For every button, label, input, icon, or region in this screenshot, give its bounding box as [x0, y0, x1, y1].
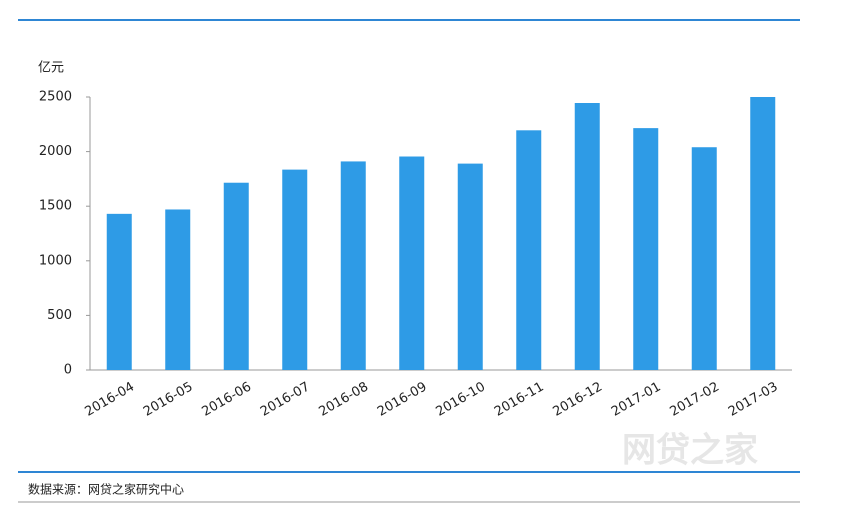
x-tick-label: 2017-02: [667, 380, 722, 420]
x-tick-label: 2016-08: [316, 380, 371, 420]
bar: [633, 128, 659, 370]
bar: [750, 97, 776, 370]
y-tick-label: 1500: [39, 199, 72, 214]
bar: [223, 182, 249, 370]
source: 数据来源：网贷之家研究中心: [28, 482, 184, 497]
x-tick-label: 2016-10: [433, 380, 488, 420]
y-tick-label: 2500: [39, 90, 72, 105]
y-tick-label: 0: [64, 363, 72, 378]
bar: [574, 103, 600, 371]
bar: [691, 147, 717, 370]
x-tick-label: 2016-05: [141, 380, 196, 420]
bar: [106, 213, 132, 370]
bar: [282, 169, 308, 370]
bar: [340, 161, 366, 370]
bar: [165, 209, 191, 370]
x-tick-label: 2016-07: [258, 380, 313, 420]
bar: [457, 163, 483, 370]
x-tick-label: 2017-01: [609, 380, 664, 420]
bar: [516, 130, 542, 370]
x-tick-label: 2016-12: [550, 380, 605, 420]
watermark: 网贷之家: [622, 431, 758, 471]
x-tick-label: 2016-11: [492, 380, 547, 420]
x-tick-label: 2017-03: [726, 380, 781, 420]
y-tick-label: 500: [47, 308, 72, 323]
x-tick-label: 2016-04: [82, 380, 137, 420]
x-tick-label: 2016-09: [375, 380, 430, 420]
x-tick-label: 2016-06: [199, 380, 254, 420]
y-tick-label: 1000: [39, 253, 72, 268]
y-tick-label: 2000: [39, 144, 72, 159]
y-axis-label: 亿元: [38, 61, 64, 76]
bar: [399, 156, 425, 370]
